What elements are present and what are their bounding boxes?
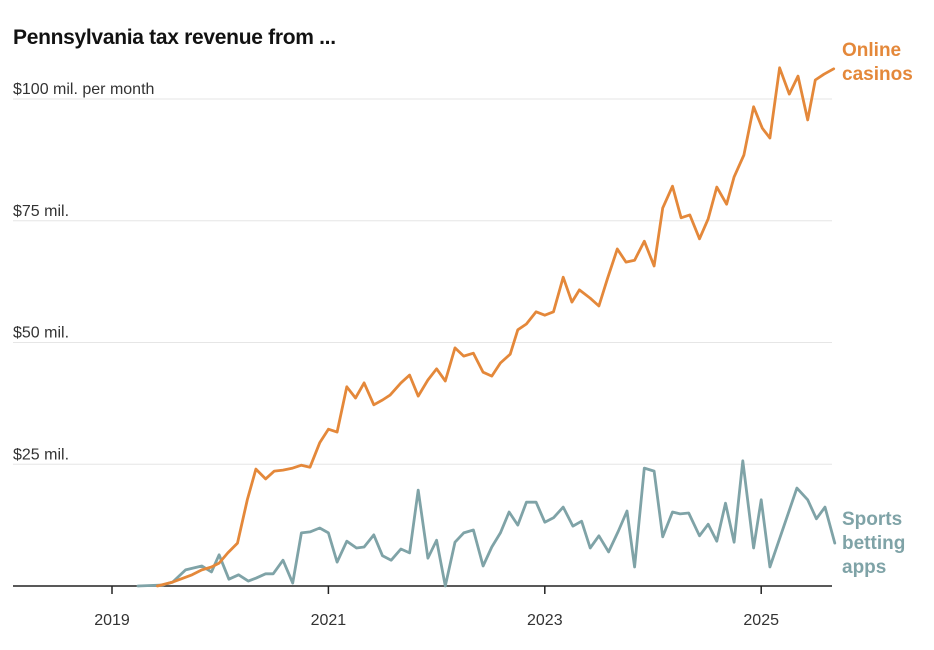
- chart-title: Pennsylvania tax revenue from ...: [13, 26, 336, 49]
- y-tick-label: $75 mil.: [13, 203, 69, 220]
- y-tick-label: $100 mil. per month: [13, 81, 154, 98]
- series-label-online-casinos: Online: [842, 40, 901, 61]
- series-label-sports-betting-apps: apps: [842, 557, 886, 578]
- series-line-sports-betting-apps: [136, 459, 837, 588]
- series-label-online-casinos: casinos: [842, 64, 913, 85]
- gridlines: [13, 98, 832, 465]
- series-line-online-casinos: [155, 66, 836, 588]
- y-tick-label: $50 mil.: [13, 325, 69, 342]
- x-tick-label: 2025: [743, 612, 779, 629]
- series-label-sports-betting-apps: betting: [842, 533, 905, 554]
- series-lines: [136, 66, 837, 588]
- x-axis: 2019 2021 2023 2025: [94, 586, 779, 629]
- series-label-sports-betting-apps: Sports: [842, 509, 902, 530]
- x-tick-label: 2021: [311, 612, 347, 629]
- y-axis-labels: $25 mil. $50 mil. $75 mil. $100 mil. per mo…: [13, 81, 154, 463]
- x-tick-label: 2023: [527, 612, 563, 629]
- series-labels: Sports betting apps Online casinos: [842, 40, 913, 578]
- x-tick-label: 2019: [94, 612, 130, 629]
- y-tick-label: $25 mil.: [13, 446, 69, 463]
